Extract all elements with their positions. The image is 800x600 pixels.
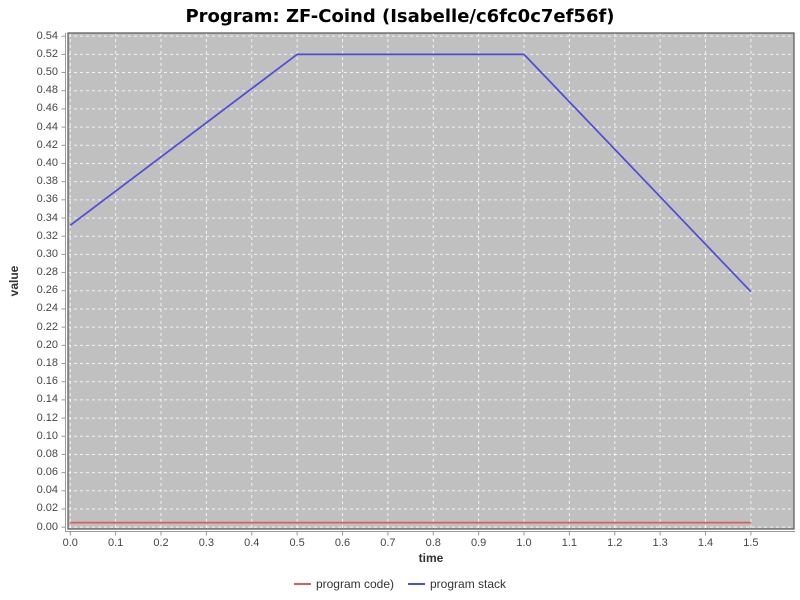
legend-item-program-stack: program stack xyxy=(408,577,506,591)
x-tick-label: 1.2 xyxy=(607,537,623,549)
y-tick-label: 0.32 xyxy=(36,229,58,242)
legend-label-program-code: program code) xyxy=(315,577,394,591)
plot-border xyxy=(67,32,795,530)
x-tick-label: 0.1 xyxy=(107,537,124,549)
x-tick-label: 0.2 xyxy=(153,537,169,549)
y-tick-label: 0.46 xyxy=(36,102,58,115)
x-tick-label: 0.6 xyxy=(334,537,351,549)
y-tick-label: 0.24 xyxy=(36,302,58,315)
y-tick-label: 0.38 xyxy=(36,175,58,188)
y-tick-label: 0.00 xyxy=(36,520,58,533)
y-tick-label: 0.40 xyxy=(36,156,58,169)
x-tick-label: 0.9 xyxy=(470,537,487,549)
y-tick-label: 0.10 xyxy=(36,429,58,442)
x-tick-label: 0.8 xyxy=(425,537,441,549)
y-tick-label: 0.30 xyxy=(36,247,58,260)
chart-title: Program: ZF-Coind (Isabelle/c6fc0c7ef56f… xyxy=(185,6,615,27)
y-tick-label: 0.20 xyxy=(36,338,58,351)
y-tick-label: 0.08 xyxy=(36,447,58,460)
y-tick-label: 0.04 xyxy=(36,484,58,497)
y-tick-label: 0.02 xyxy=(36,502,58,515)
y-tick-label: 0.48 xyxy=(36,84,58,97)
y-tick-label: 0.44 xyxy=(36,120,58,133)
y-tick-label: 0.28 xyxy=(36,266,58,279)
y-tick-label: 0.36 xyxy=(36,193,58,206)
y-tick-label: 0.22 xyxy=(36,320,58,333)
legend-label-program-stack: program stack xyxy=(430,577,507,591)
series-line-1 xyxy=(69,53,752,293)
x-tick-label: 1.4 xyxy=(697,537,714,549)
x-tick-label: 0.0 xyxy=(62,537,78,549)
plot-background xyxy=(68,33,794,529)
legend-swatch-program-stack xyxy=(408,583,425,585)
y-tick-label: 0.52 xyxy=(36,47,58,60)
legend: program code) program stack xyxy=(0,575,800,593)
x-tick-label: 0.3 xyxy=(198,537,215,549)
y-axis-label: value xyxy=(7,265,21,297)
y-tick-label: 0.14 xyxy=(36,393,58,406)
y-tick-label: 0.12 xyxy=(36,411,58,424)
x-tick-label: 0.5 xyxy=(289,537,305,549)
x-tick-label: 1.3 xyxy=(652,537,668,549)
y-tick-label: 0.16 xyxy=(36,375,58,388)
y-tick-label: 0.06 xyxy=(36,466,58,479)
y-tick-label: 0.18 xyxy=(36,357,58,369)
x-tick-label: 1.5 xyxy=(743,537,759,549)
x-tick-label: 1.0 xyxy=(516,537,532,549)
x-tick-label: 0.4 xyxy=(244,537,260,549)
y-tick-label: 0.50 xyxy=(36,66,58,79)
y-tick-label: 0.26 xyxy=(36,284,58,297)
x-tick-label: 1.1 xyxy=(561,537,578,549)
legend-swatch-program-code xyxy=(293,583,311,585)
y-tick-label: 0.34 xyxy=(36,211,58,224)
y-tick-label: 0.42 xyxy=(36,138,58,151)
x-tick-label: 0.7 xyxy=(380,537,396,549)
legend-item-program-code: program code) xyxy=(293,577,394,591)
x-axis-label: time xyxy=(418,551,444,565)
y-tick-label: 0.54 xyxy=(36,29,58,42)
